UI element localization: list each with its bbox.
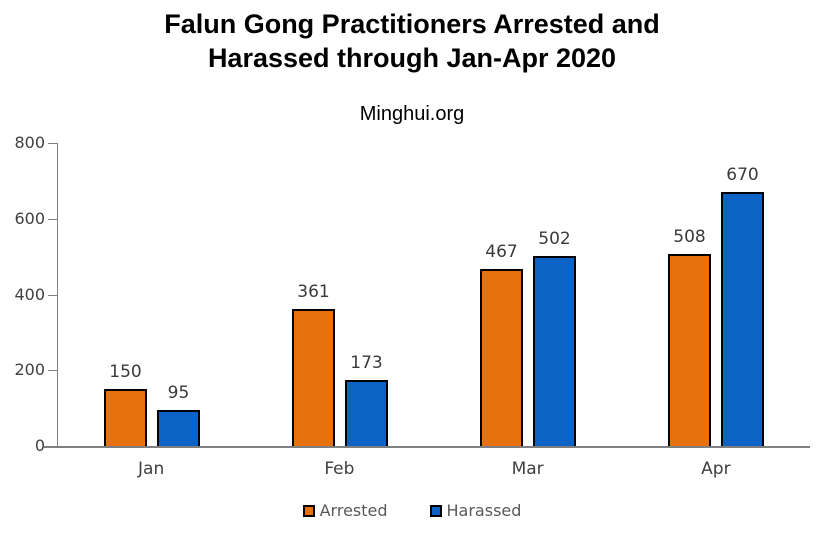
bar-rect	[480, 269, 523, 446]
y-axis-tick	[48, 370, 58, 372]
bar-value-label: 150	[109, 362, 142, 383]
bar-harassed-apr: 670	[721, 165, 764, 446]
bar-harassed-mar: 502	[533, 229, 576, 446]
bar-rect	[721, 192, 764, 446]
legend-label: Arrested	[319, 501, 388, 520]
bar-arrested-jan: 150	[104, 362, 147, 446]
bar-value-label: 508	[673, 226, 706, 247]
bar-rect	[345, 380, 388, 446]
bar-group-feb: 361 173	[246, 143, 434, 446]
bar-group-jan: 150 95	[58, 143, 246, 446]
y-axis-tick	[48, 294, 58, 296]
bar-value-label: 502	[538, 228, 571, 249]
bar-rect	[533, 255, 576, 446]
legend-item-harassed: Harassed	[429, 501, 522, 520]
y-axis-tick	[48, 143, 58, 144]
x-axis-label-mar: Mar	[511, 459, 544, 479]
x-axis-line	[44, 446, 810, 448]
x-axis-label-feb: Feb	[324, 459, 355, 479]
chart-title: Falun Gong Practitioners Arrested and Ha…	[0, 7, 824, 75]
chart-title-line2: Harassed through Jan-Apr 2020	[207, 43, 617, 73]
x-axis-label-apr: Apr	[701, 459, 731, 479]
y-axis-tick-label: 800	[14, 133, 45, 152]
bar-rect	[668, 253, 711, 446]
y-axis-tick-label: 0	[34, 436, 45, 455]
legend-label: Harassed	[446, 501, 522, 520]
bar-arrested-apr: 508	[668, 227, 711, 446]
bar-group-mar: 467 502	[434, 143, 622, 446]
bar-value-label: 361	[297, 282, 330, 303]
chart-subtitle: Minghui.org	[359, 103, 465, 125]
chart-title-line1: Falun Gong Practitioners Arrested and	[164, 9, 660, 39]
y-axis-tick-label: 200	[14, 360, 45, 380]
plot-area: 0 200 400 600 800 150 95 361 173 467 502 508 670	[14, 134, 810, 455]
bar-value-label: 670	[726, 165, 759, 186]
bar-rect	[292, 309, 335, 446]
y-axis-tick-label: 600	[14, 208, 45, 228]
bar-rect	[104, 389, 147, 446]
legend-swatch-arrested	[302, 504, 315, 517]
y-axis-tick	[48, 218, 58, 220]
bar-harassed-feb: 173	[345, 353, 388, 446]
x-axis-labels: Jan Feb Mar Apr	[57, 459, 810, 479]
y-axis-tick-label: 400	[14, 284, 45, 304]
x-axis-label-jan: Jan	[138, 459, 165, 479]
bar-harassed-jan: 95	[157, 383, 200, 446]
bar-group-apr: 508 670	[622, 143, 810, 446]
bar-groups: 150 95 361 173 467 502 508 670	[58, 143, 810, 446]
legend-item-arrested: Arrested	[302, 501, 388, 520]
bar-value-label: 95	[167, 383, 190, 404]
bar-arrested-mar: 467	[480, 242, 523, 446]
legend: Arrested Harassed	[0, 501, 824, 520]
bar-arrested-feb: 361	[292, 282, 335, 446]
bar-value-label: 467	[485, 242, 518, 263]
bar-value-label: 173	[350, 353, 383, 374]
bar-rect	[157, 410, 200, 446]
legend-swatch-harassed	[429, 504, 442, 517]
